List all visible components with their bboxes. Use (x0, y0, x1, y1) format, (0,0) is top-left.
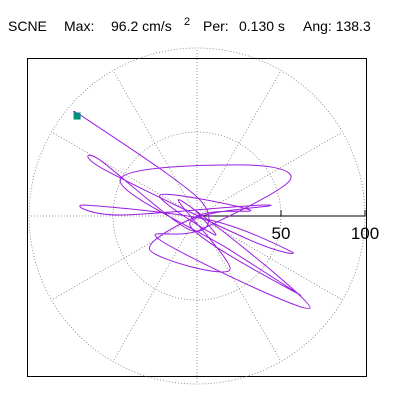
angle-grid-line (112, 215, 198, 362)
tick-label: 100 (351, 224, 379, 243)
angle-grid-line (196, 70, 282, 217)
start-marker (73, 112, 81, 120)
angle-grid-line (196, 131, 343, 217)
station: SCNE (8, 18, 47, 34)
max-superscript: 2 (184, 16, 190, 28)
max-value: 96.2 cm/s (111, 18, 172, 34)
angle: Ang: 138.3 (303, 18, 371, 34)
max-label: Max: (64, 18, 94, 34)
trace-line (73, 110, 311, 309)
tick-label: 50 (272, 224, 291, 243)
angle-grid-line (51, 131, 198, 217)
frame (27, 58, 367, 377)
period-value: 0.130 s (239, 18, 285, 34)
period-label: Per: (203, 18, 229, 34)
